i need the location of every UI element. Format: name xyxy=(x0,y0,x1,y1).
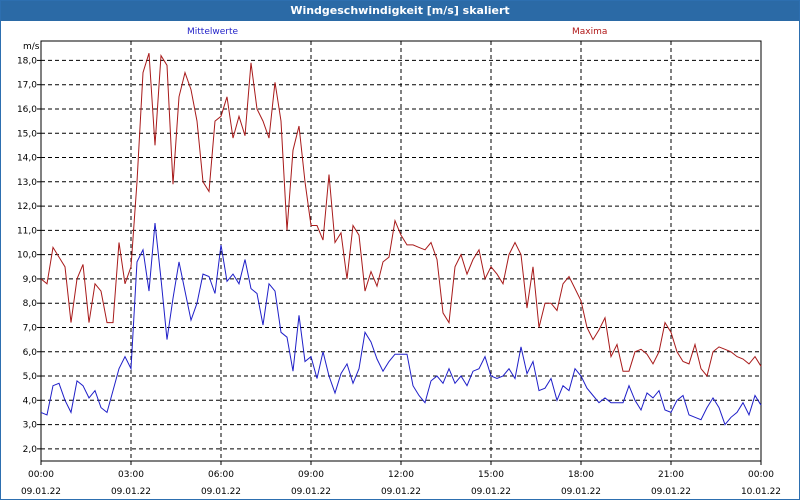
x-tick-time: 15:00 xyxy=(478,470,504,480)
y-tick-label: 15,0 xyxy=(17,129,37,139)
x-tick-time: 03:00 xyxy=(118,470,144,480)
chart-title: Windgeschwindigkeit [m/s] skaliert xyxy=(1,1,799,21)
y-tick-label: 18,0 xyxy=(17,56,37,66)
legend-maxima: Maxima xyxy=(572,27,608,37)
x-tick-date: 09.01.22 xyxy=(111,487,151,497)
y-tick-label: 11,0 xyxy=(17,226,37,236)
x-tick-date: 09.01.22 xyxy=(291,487,331,497)
x-tick-time: 18:00 xyxy=(568,470,594,480)
x-tick-date: 10.01.22 xyxy=(741,487,781,497)
x-tick-date: 09.01.22 xyxy=(561,487,601,497)
x-tick-date: 09.01.22 xyxy=(21,487,61,497)
x-tick-time: 00:00 xyxy=(28,470,54,480)
x-tick-time: 09:00 xyxy=(298,470,324,480)
series-line-maxima xyxy=(40,52,762,378)
x-tick-time: 06:00 xyxy=(208,470,234,480)
y-tick-label: 6,0 xyxy=(23,348,38,358)
legend-mittelwerte: Mittelwerte xyxy=(187,27,239,37)
y-tick-label: 12,0 xyxy=(17,202,37,212)
x-tick-time: 00:00 xyxy=(748,470,774,480)
y-axis-label: m/s xyxy=(23,42,40,52)
x-tick-time: 12:00 xyxy=(388,470,414,480)
x-tick-time: 21:00 xyxy=(658,470,684,480)
y-tick-label: 10,0 xyxy=(17,251,37,261)
y-tick-label: 14,0 xyxy=(17,154,37,164)
x-tick-date: 09.01.22 xyxy=(381,487,421,497)
x-tick-date: 09.01.22 xyxy=(651,487,691,497)
y-tick-label: 17,0 xyxy=(17,81,37,91)
y-tick-label: 16,0 xyxy=(17,105,37,115)
y-tick-label: 13,0 xyxy=(17,178,37,188)
y-tick-label: 5,0 xyxy=(23,372,38,382)
x-tick-date: 09.01.22 xyxy=(471,487,511,497)
series-line-mittelwerte xyxy=(40,223,762,426)
y-tick-label: 3,0 xyxy=(23,421,38,431)
y-tick-label: 4,0 xyxy=(23,396,38,406)
y-tick-label: 7,0 xyxy=(23,323,38,333)
y-tick-label: 2,0 xyxy=(23,445,38,455)
x-tick-date: 09.01.22 xyxy=(201,487,241,497)
y-tick-label: 9,0 xyxy=(23,275,38,285)
y-tick-label: 8,0 xyxy=(23,299,38,309)
